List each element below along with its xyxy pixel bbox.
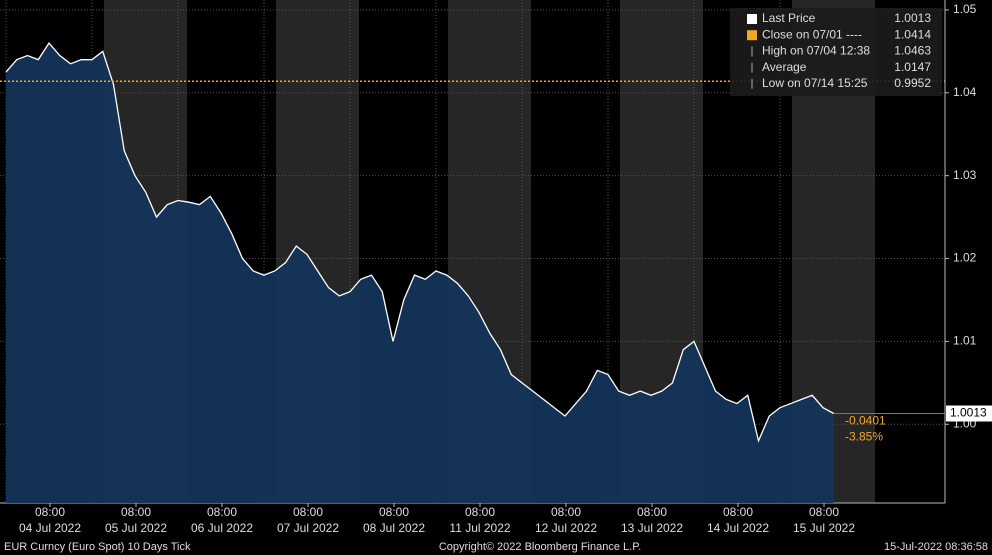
x-tick-date: 08 Jul 2022 — [363, 521, 425, 535]
y-tick-label: 1.01 — [953, 334, 977, 348]
x-tick-time: 08:00 — [379, 505, 409, 519]
legend-value: 1.0013 — [894, 11, 931, 25]
legend-value: 1.0147 — [894, 60, 931, 74]
line — [5, 42, 835, 443]
x-tick-time: 08:00 — [723, 505, 753, 519]
x-tick-date: 14 Jul 2022 — [707, 521, 769, 535]
footer-center: Copyright© 2022 Bloomberg Finance L.P. — [439, 541, 641, 553]
x-tick-time: 08:00 — [121, 505, 151, 519]
legend-box — [730, 8, 942, 96]
x-tick-time: 08:00 — [551, 505, 581, 519]
x-tick-time: 08:00 — [465, 505, 495, 519]
legend-swatch — [747, 14, 757, 24]
last-price-label: 1.0013 — [950, 406, 987, 420]
x-tick-time: 08:00 — [35, 505, 65, 519]
x-tick-time: 08:00 — [809, 505, 839, 519]
legend-label: Average — [762, 60, 807, 74]
x-tick-time: 08:00 — [293, 505, 323, 519]
footer-right: 15-Jul-2022 08:36:58 — [884, 541, 988, 553]
change-pct: -3.85% — [845, 430, 883, 444]
x-tick-date: 13 Jul 2022 — [621, 521, 683, 535]
x-tick-time: 08:00 — [207, 505, 237, 519]
legend-value: 1.0414 — [894, 27, 931, 41]
legend-label: High on 07/04 12:38 — [762, 44, 870, 58]
x-tick-date: 15 Jul 2022 — [793, 521, 855, 535]
legend-value: 0.9952 — [894, 76, 931, 90]
legend-label: Low on 07/14 15:25 — [762, 76, 868, 90]
x-tick-date: 11 Jul 2022 — [449, 521, 510, 535]
x-tick-time: 08:00 — [637, 505, 667, 519]
legend-label: Last Price — [762, 11, 816, 25]
y-tick-label: 1.04 — [953, 85, 977, 99]
area — [6, 43, 834, 504]
last-price-box — [946, 405, 992, 422]
x-tick-date: 12 Jul 2022 — [535, 521, 597, 535]
change: -0.0401 — [845, 414, 886, 428]
x-tick-date: 07 Jul 2022 — [277, 521, 339, 535]
legend-value: 1.0463 — [894, 44, 931, 58]
y-tick-label: 1.05 — [953, 2, 977, 16]
x-tick-date: 06 Jul 2022 — [191, 521, 253, 535]
y-tick-label: 1.03 — [953, 168, 977, 182]
footer-left: EUR Curncy (Euro Spot) 10 Days Tick — [4, 541, 191, 553]
x-tick-date: 04 Jul 2022 — [19, 521, 81, 535]
legend-swatch — [747, 30, 757, 41]
y-tick-label: 1.02 — [953, 251, 977, 265]
legend-label: Close on 07/01 ---- — [762, 27, 862, 41]
x-tick-date: 05 Jul 2022 — [105, 521, 167, 535]
